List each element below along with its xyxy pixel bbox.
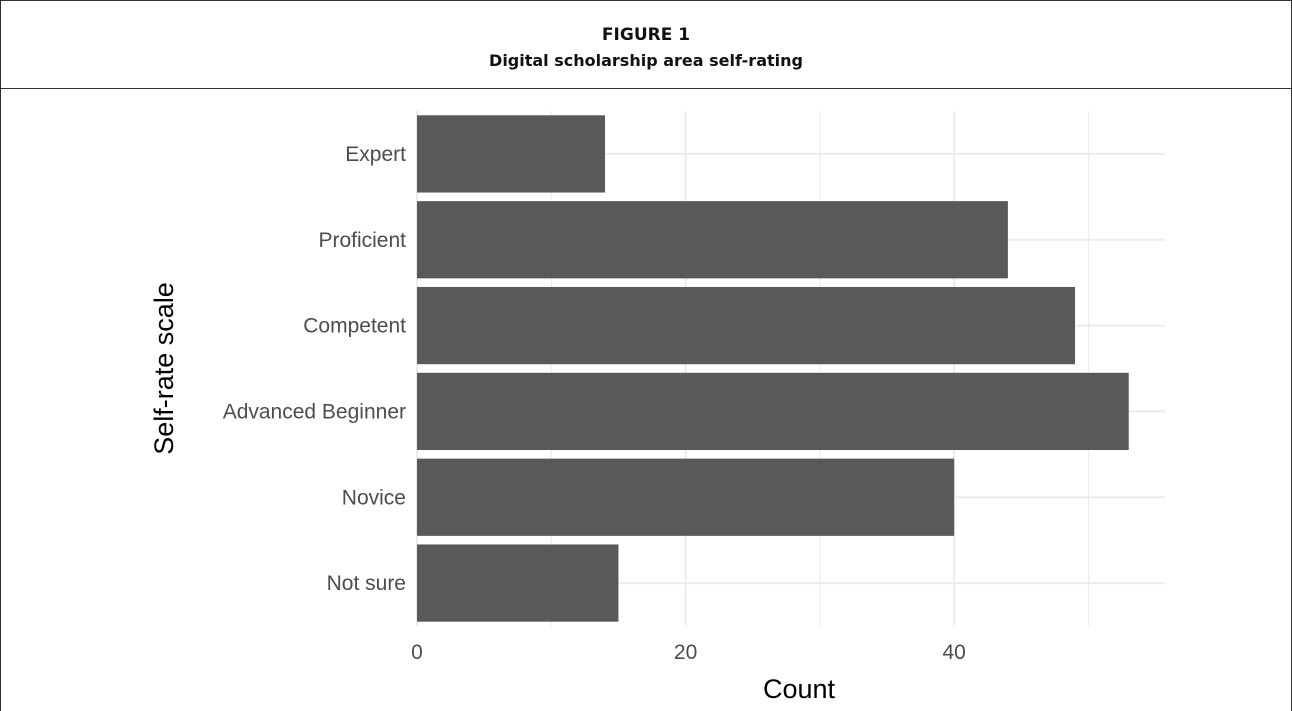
bar <box>417 286 1076 365</box>
y-tick-label: Not sure <box>327 572 406 595</box>
bar <box>417 544 619 622</box>
y-tick-label: Expert <box>345 143 406 166</box>
x-axis-title: Count <box>763 674 836 704</box>
x-tick-label: 20 <box>674 641 697 664</box>
y-tick-label: Competent <box>303 315 406 338</box>
x-tick-label: 0 <box>411 641 423 664</box>
bar <box>417 201 1008 279</box>
y-tick-label: Novice <box>342 486 406 509</box>
bar-chart: Expert Proficient Competent Advanced Beginn… <box>149 111 1165 704</box>
figure-header: FIGURE 1 Digital scholarship area self-r… <box>1 1 1291 89</box>
figure-title: Digital scholarship area self-rating <box>489 51 803 70</box>
figure-label: FIGURE 1 <box>601 25 691 45</box>
y-tick-label: Proficient <box>318 229 406 252</box>
y-tick-label: Advanced Beginner <box>223 400 406 423</box>
y-axis-title: Self-rate scale <box>149 282 179 455</box>
x-tick-label: 40 <box>942 641 965 664</box>
bar <box>417 372 1129 451</box>
bar <box>417 458 955 536</box>
bar <box>417 115 606 193</box>
